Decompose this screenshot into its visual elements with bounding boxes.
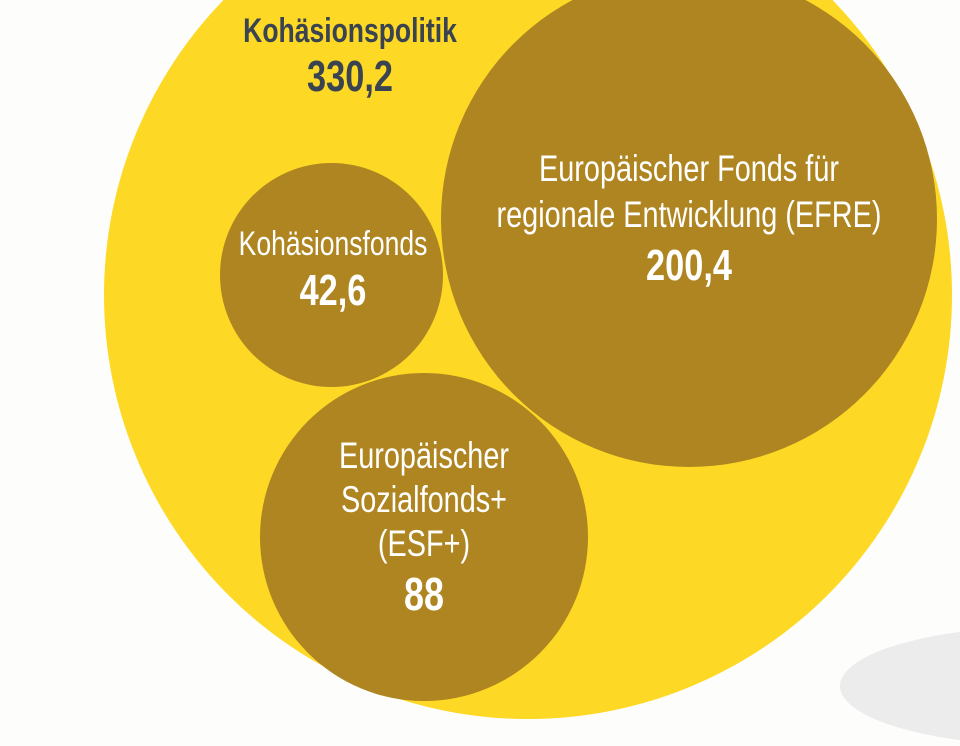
kohaesionspolitik-value: 330,2 [307, 52, 393, 101]
efre-name-line1: Europäischer Fonds für [539, 148, 839, 189]
efre-value: 200,4 [646, 241, 732, 290]
esf-name-line3: (ESF+) [377, 523, 471, 564]
kohaesionsfonds-label: Kohäsionsfonds 42,6 [183, 224, 483, 318]
efre-label: Europäischer Fonds für regionale Entwick… [439, 146, 939, 294]
background-grey-arc [840, 626, 960, 746]
esf-value: 88 [404, 568, 444, 620]
kohaesionsfonds-value: 42,6 [299, 266, 367, 315]
kohaesionsfonds-name: Kohäsionsfonds [238, 225, 428, 263]
kohaesionspolitik-name: Kohäsionspolitik [243, 12, 457, 50]
esf-name-line1: Europäischer [338, 435, 510, 476]
efre-bubble [441, 0, 937, 467]
esf-name-line2: Sozialfonds+ [340, 479, 508, 520]
kohaesionspolitik-label: Kohäsionspolitik 330,2 [150, 12, 550, 104]
esf-label: Europäischer Sozialfonds+ (ESF+) 88 [274, 434, 574, 622]
kohaesionsfonds-bubble [220, 163, 443, 387]
efre-name-line2: regionale Entwicklung (EFRE) [496, 194, 882, 235]
